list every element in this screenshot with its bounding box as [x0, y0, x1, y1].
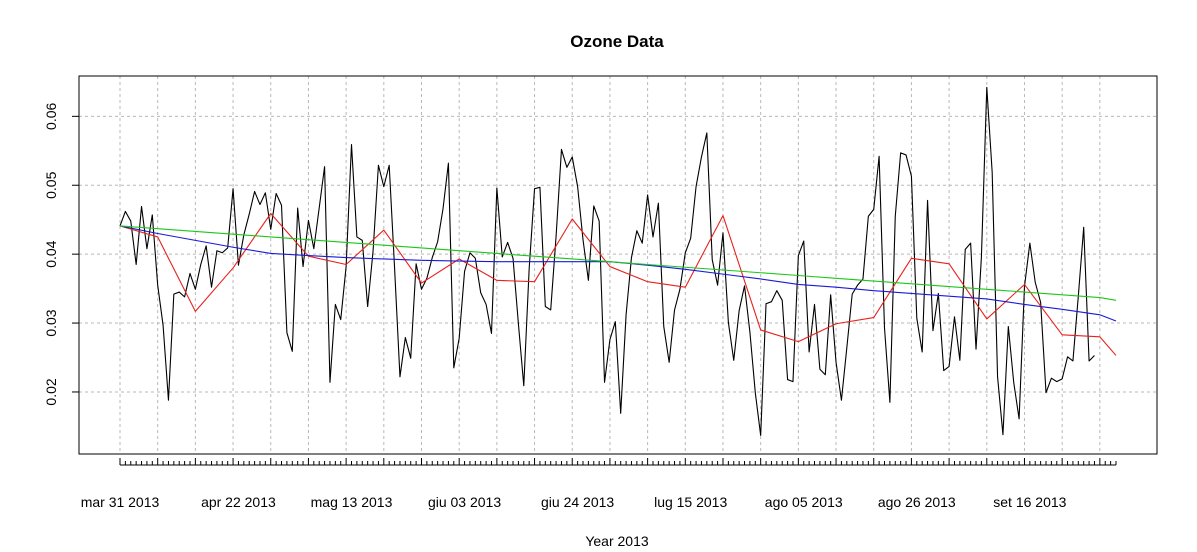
x-tick-label: giu 03 2013 — [428, 494, 501, 510]
series-line — [119, 212, 1117, 356]
x-tick-label: mag 13 2013 — [311, 494, 393, 510]
x-tick-label: lug 15 2013 — [654, 494, 727, 510]
x-axis: mar 31 2013 apr 22 2013 mag 13 2013 giu 03 … — [81, 458, 1117, 510]
x-tick-label: mar 31 2013 — [81, 494, 160, 510]
y-tick-label: 0.06 — [43, 103, 59, 130]
y-tick-label: 0.05 — [43, 171, 59, 198]
series-layer — [119, 86, 1117, 436]
x-tick-label: ago 05 2013 — [765, 494, 843, 510]
series-line — [119, 225, 1117, 301]
series-line — [119, 225, 1117, 322]
x-tick-label: ago 26 2013 — [878, 494, 956, 510]
grid — [79, 76, 1157, 454]
x-tick-label: set 16 2013 — [993, 494, 1066, 510]
y-axis: 0.02 0.03 0.04 0.05 0.06 — [43, 103, 79, 406]
x-tick-label: giu 24 2013 — [541, 494, 614, 510]
x-axis-label: Year 2013 — [585, 533, 649, 549]
y-tick-label: 0.03 — [43, 309, 59, 336]
x-tick-label: apr 22 2013 — [201, 494, 276, 510]
chart-title: Ozone Data — [570, 32, 664, 51]
plot-frame — [78, 75, 1158, 455]
y-tick-label: 0.02 — [43, 378, 59, 405]
y-tick-label: 0.04 — [43, 240, 59, 267]
